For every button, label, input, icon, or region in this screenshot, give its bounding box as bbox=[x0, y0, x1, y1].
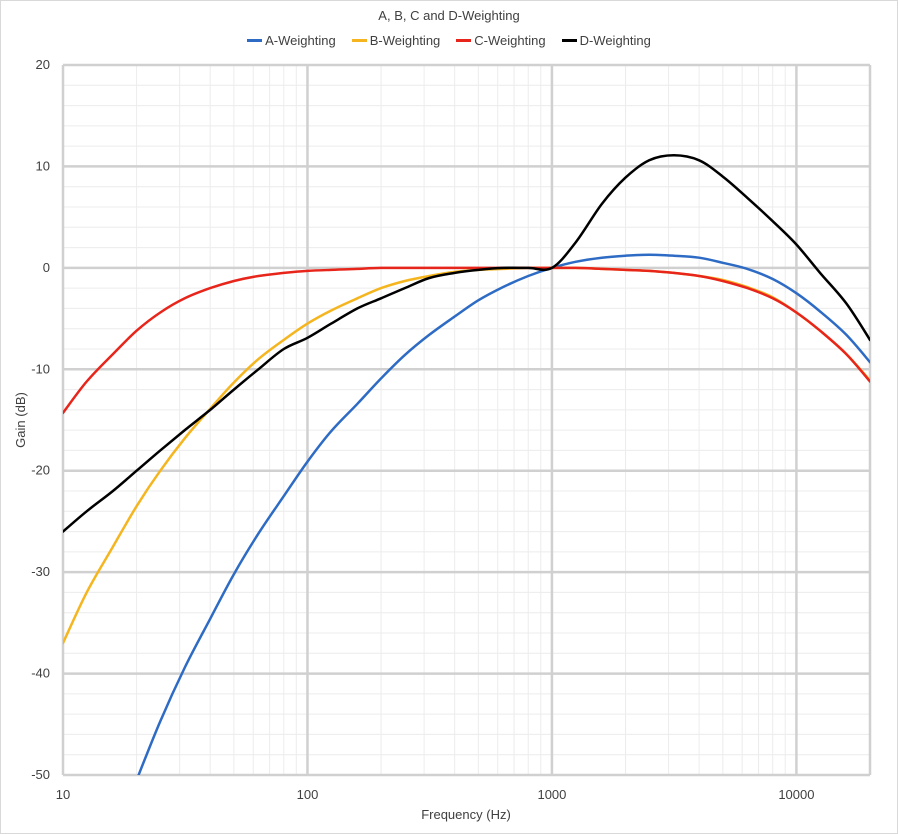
legend-item-b-weighting: B-Weighting bbox=[351, 33, 441, 48]
y-tick-label: 0 bbox=[43, 260, 50, 275]
y-tick-label: -40 bbox=[31, 666, 50, 681]
legend-swatch bbox=[561, 39, 577, 42]
legend-label: D-Weighting bbox=[579, 33, 651, 48]
x-tick-label: 100 bbox=[297, 787, 319, 802]
series-line-c-weighting bbox=[63, 266, 870, 415]
major-gridlines bbox=[61, 63, 872, 777]
y-tick-label: 20 bbox=[36, 57, 50, 72]
legend-item-d-weighting: D-Weighting bbox=[561, 33, 651, 48]
x-tick-label: 10000 bbox=[778, 787, 814, 802]
legend-item-a-weighting: A-Weighting bbox=[247, 33, 336, 48]
series-line-b-weighting bbox=[63, 266, 870, 645]
x-tick-label: 10 bbox=[56, 787, 70, 802]
legend-label: C-Weighting bbox=[474, 33, 546, 48]
x-tick-label: 1000 bbox=[537, 787, 566, 802]
y-axis-label: Gain (dB) bbox=[13, 392, 28, 448]
chart-title: A, B, C and D-Weighting bbox=[378, 8, 520, 23]
y-tick-label: -30 bbox=[31, 564, 50, 579]
y-tick-label: -20 bbox=[31, 463, 50, 478]
x-axis-label: Frequency (Hz) bbox=[421, 807, 511, 822]
legend-label: B-Weighting bbox=[369, 33, 441, 48]
series-line-a-weighting bbox=[137, 253, 870, 775]
y-tick-label: -50 bbox=[31, 767, 50, 782]
series-line-d-weighting bbox=[63, 154, 870, 533]
legend: A-Weighting B-Weighting C-Weighting D-Weigh… bbox=[0, 33, 898, 48]
y-tick-label: 10 bbox=[36, 158, 50, 173]
legend-swatch bbox=[351, 39, 367, 42]
y-tick-label: -10 bbox=[31, 361, 50, 376]
legend-label: A-Weighting bbox=[265, 33, 336, 48]
minor-gridlines bbox=[63, 65, 870, 775]
legend-swatch bbox=[247, 39, 263, 42]
series-lines bbox=[63, 154, 870, 775]
legend-swatch bbox=[456, 39, 472, 42]
legend-item-c-weighting: C-Weighting bbox=[456, 33, 546, 48]
